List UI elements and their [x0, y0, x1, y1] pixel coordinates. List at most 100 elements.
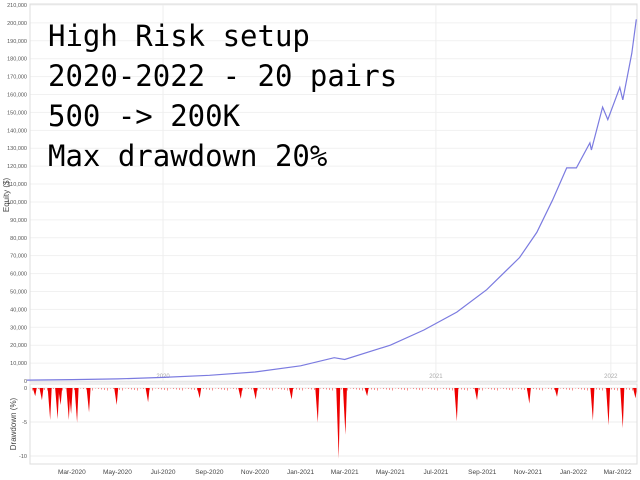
drawdown-minor-bar [440, 388, 441, 389]
drawdown-minor-bar [509, 388, 510, 390]
drawdown-minor-bar [551, 388, 552, 390]
drawdown-minor-bar [122, 388, 123, 391]
drawdown-minor-bar [386, 388, 387, 390]
equity-y-tick-label: 30,000 [10, 325, 27, 331]
equity-grid [30, 4, 637, 382]
drawdown-minor-bar [335, 388, 336, 389]
drawdown-minor-bar [158, 388, 159, 389]
drawdown-minor-bar [164, 388, 165, 390]
x-tick-label: Nov-2021 [514, 469, 543, 476]
drawdown-bar [474, 388, 479, 401]
drawdown-minor-bar [257, 388, 258, 391]
drawdown-minor-bar [95, 388, 96, 389]
drawdown-bar [620, 388, 625, 429]
drawdown-minor-bar [521, 388, 522, 390]
drawdown-minor-bar [188, 388, 189, 389]
equity-panel-border [29, 3, 638, 383]
drawdown-grid [30, 387, 637, 457]
drawdown-minor-bar [485, 388, 486, 389]
drawdown-bar [68, 388, 73, 414]
overlay-line-growth: 500 -> 200K [48, 99, 241, 133]
drawdown-minor-bar [260, 388, 261, 389]
drawdown-minor-bar [500, 388, 501, 389]
drawdown-minor-bar [311, 388, 312, 390]
drawdown-minor-bar [587, 388, 588, 391]
drawdown-minor-bar [431, 388, 432, 390]
drawdown-minor-bar [506, 388, 507, 390]
drawdown-minor-bar [389, 388, 390, 390]
drawdown-bar [315, 388, 320, 423]
drawdown-minor-bar [467, 388, 468, 391]
drawdown-minor-bar [110, 388, 111, 389]
equity-y-tick-label: 200,000 [7, 21, 27, 27]
drawdown-minor-bar [353, 388, 354, 389]
drawdown-minor-bar [401, 388, 402, 390]
drawdown-minor-bar [308, 388, 309, 389]
drawdown-minor-bar [536, 388, 537, 390]
drawdown-minor-bar [377, 388, 378, 391]
drawdown-y-tick-label: -10 [19, 454, 27, 460]
x-tick-label: Nov-2020 [241, 469, 270, 476]
drawdown-minor-bar [98, 388, 99, 389]
drawdown-bar [86, 388, 91, 413]
drawdown-minor-bar [560, 388, 561, 389]
drawdown-minor-bar [32, 388, 33, 391]
x-axis-ticks: Mar-2020 May-2020 Jul-2020 Sep-2020 Nov-2020… [58, 469, 632, 476]
drawdown-minor-bar [488, 388, 489, 389]
drawdown-minor-bar [128, 388, 129, 389]
drawdown-minor-bar [209, 388, 210, 390]
drawdown-minor-bar [443, 388, 444, 389]
drawdown-minor-bar [140, 388, 141, 389]
drawdown-minor-bar [218, 388, 219, 389]
drawdown-minor-bar [179, 388, 180, 390]
drawdown-bar [336, 388, 341, 459]
drawdown-minor-bar [515, 388, 516, 389]
drawdown-minor-bar [584, 388, 585, 390]
drawdown-bar [197, 388, 202, 399]
drawdown-minor-bar [350, 388, 351, 389]
drawdown-minor-bar [263, 388, 264, 389]
drawdown-bar [454, 388, 459, 422]
drawdown-minor-bar [563, 388, 564, 389]
equity-y-tick-label: 160,000 [7, 93, 27, 99]
drawdown-minor-bar [227, 388, 228, 391]
drawdown-bar [145, 388, 150, 403]
drawdown-minor-bar [47, 388, 48, 391]
drawdown-minor-bar [305, 388, 306, 389]
drawdown-minor-bar [137, 388, 138, 391]
drawdown-minor-bar [470, 388, 471, 389]
drawdown-minor-bar [38, 388, 39, 389]
equity-y-tick-label: 20,000 [10, 343, 27, 349]
drawdown-minor-bar [446, 388, 447, 390]
drawdown-bars [32, 388, 638, 459]
drawdown-y-tick-label: -5 [22, 420, 27, 426]
equity-y-ticks: 0 10,000 20,000 30,000 40,000 50,000 60,000 70,… [7, 3, 27, 385]
drawdown-minor-bar [482, 388, 483, 391]
drawdown-minor-bar [134, 388, 135, 390]
drawdown-minor-bar [461, 388, 462, 390]
drawdown-minor-bar [362, 388, 363, 391]
drawdown-minor-bar [266, 388, 267, 390]
drawdown-minor-bar [53, 388, 54, 389]
drawdown-minor-bar [419, 388, 420, 390]
drawdown-minor-bar [272, 388, 273, 391]
drawdown-minor-bar [284, 388, 285, 390]
drawdown-minor-bar [296, 388, 297, 390]
drawdown-minor-bar [233, 388, 234, 389]
drawdown-minor-bar [458, 388, 459, 389]
drawdown-bar [114, 388, 119, 405]
drawdown-minor-bar [197, 388, 198, 391]
drawdown-minor-bar [392, 388, 393, 391]
equity-y-tick-label: 0 [24, 379, 27, 385]
drawdown-minor-bar [236, 388, 237, 390]
equity-y-tick-label: 210,000 [7, 3, 27, 9]
drawdown-minor-bar [359, 388, 360, 390]
drawdown-bar [238, 388, 243, 399]
drawdown-minor-bar [407, 388, 408, 391]
drawdown-minor-bar [434, 388, 435, 390]
drawdown-bar [55, 388, 60, 420]
equity-y-tick-label: 130,000 [7, 146, 27, 152]
x-tick-label: Sep-2020 [195, 469, 224, 476]
drawdown-minor-bar [194, 388, 195, 390]
drawdown-minor-bar [224, 388, 225, 390]
